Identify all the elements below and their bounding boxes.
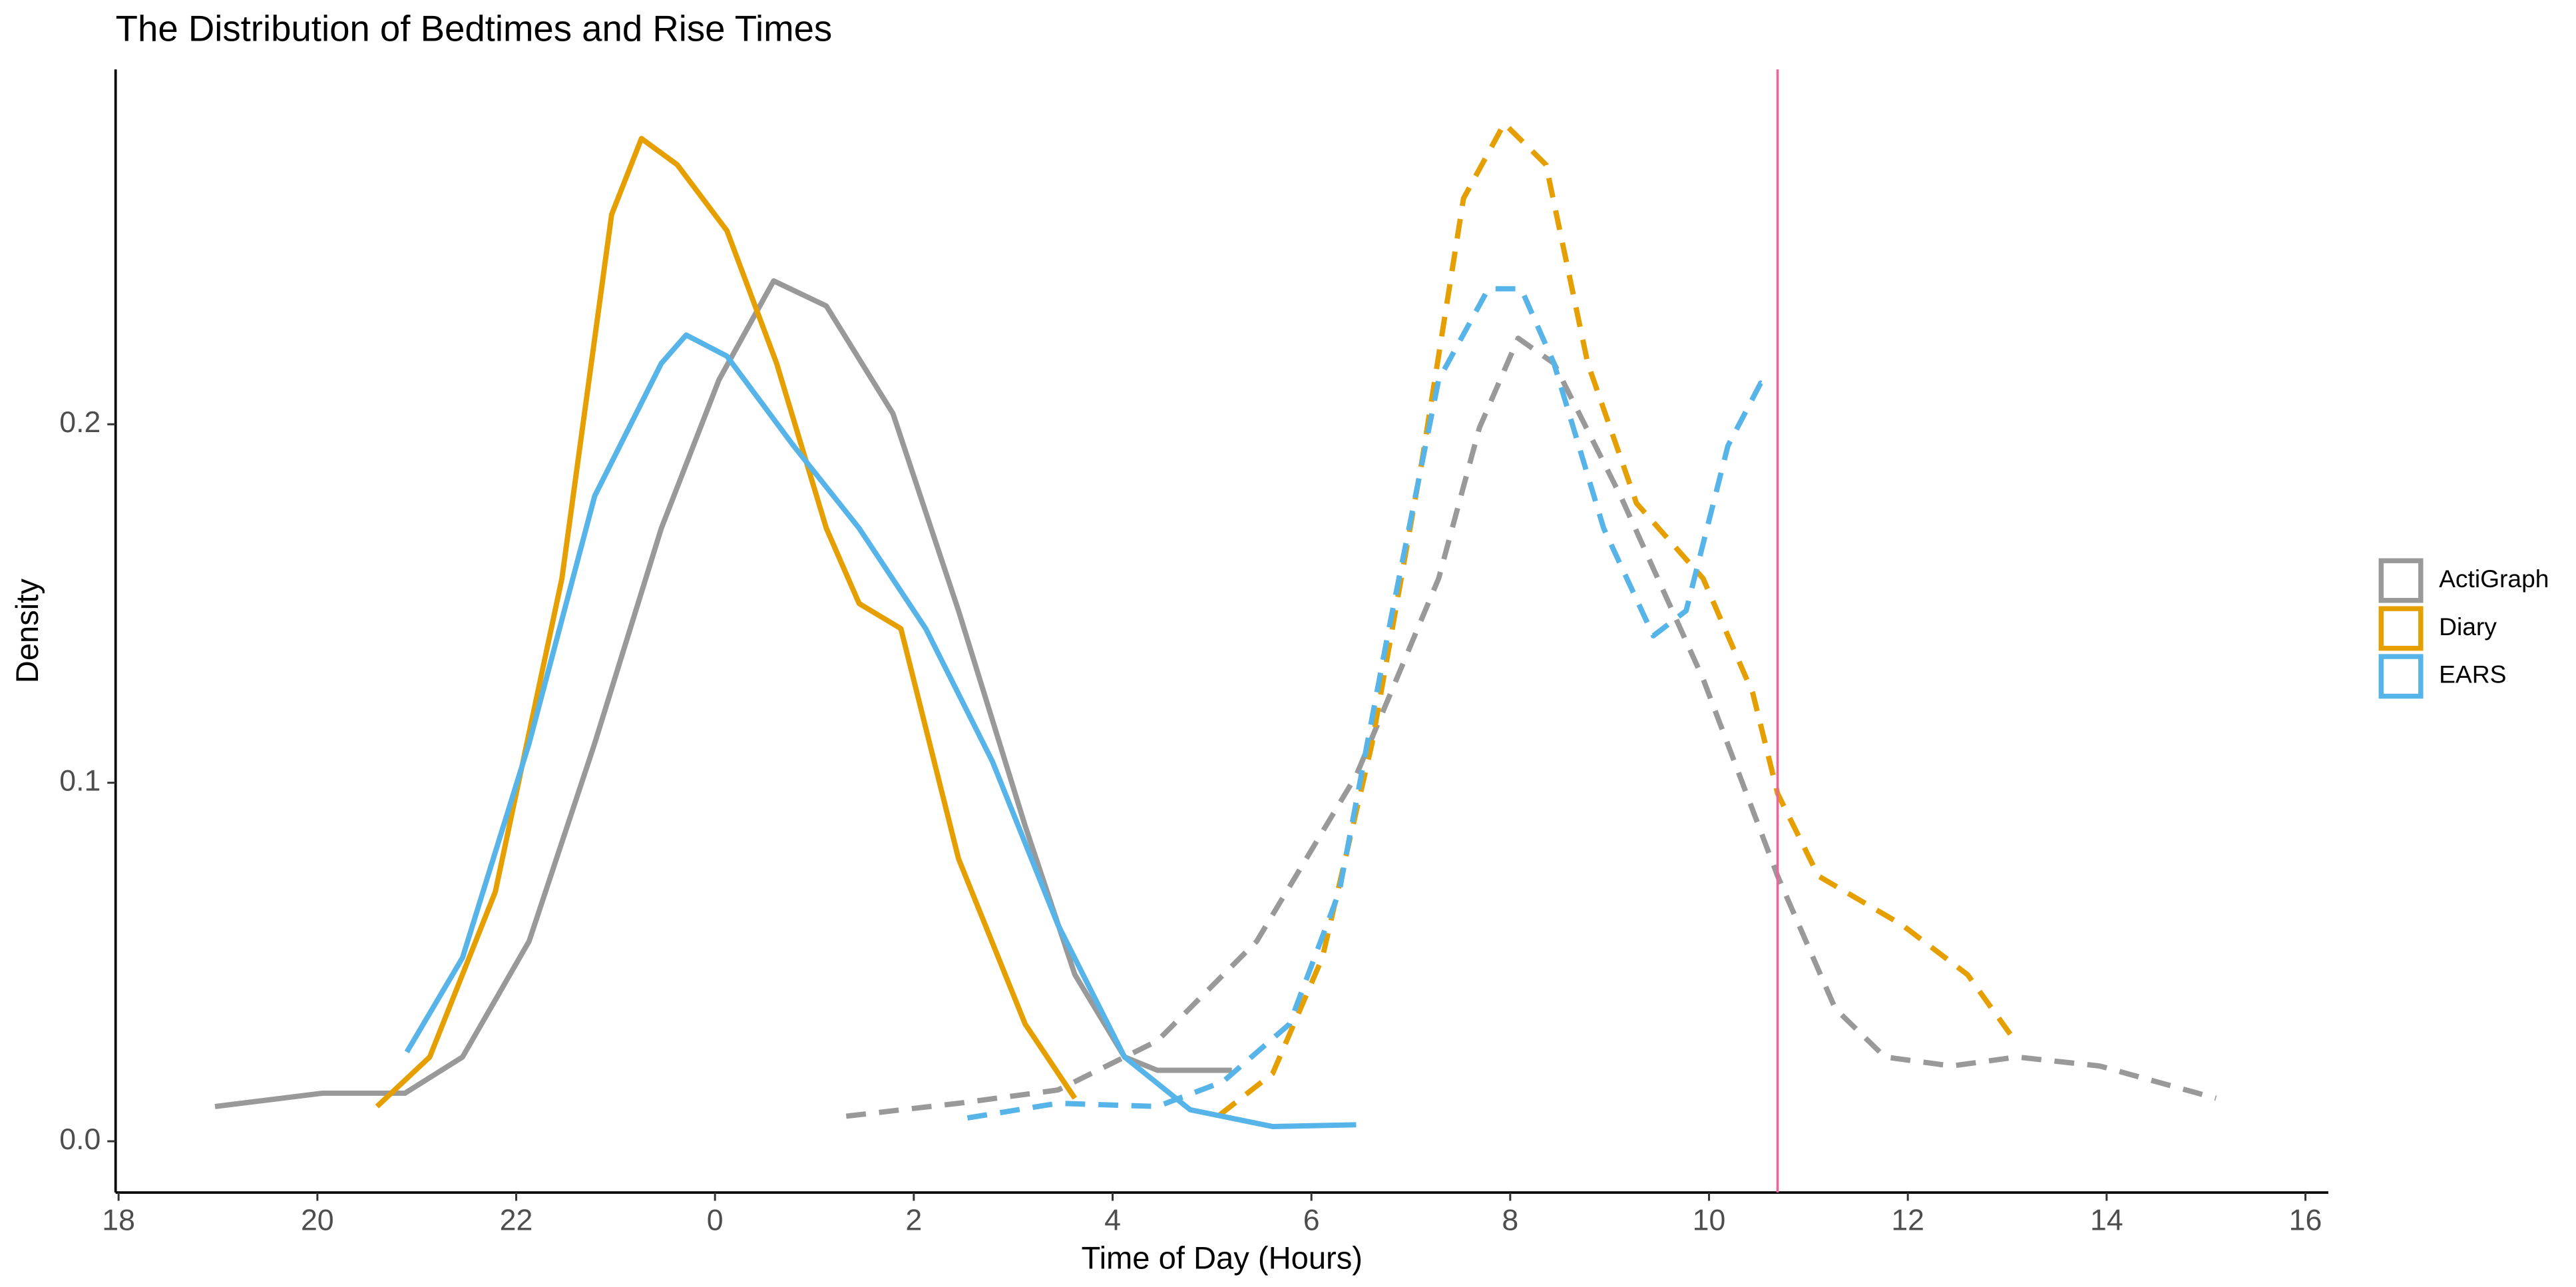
y-axis-label: Density: [9, 579, 45, 684]
y-tick-label: 0.2: [59, 406, 101, 439]
x-tick-label: 2: [905, 1204, 922, 1237]
legend-key: [2378, 606, 2424, 651]
density-curve: [966, 286, 1774, 1121]
y-tick-label: 0.0: [59, 1123, 101, 1156]
chart-title: The Distribution of Bedtimes and Rise Ti…: [116, 9, 833, 49]
x-tick-label: 14: [2090, 1204, 2123, 1237]
density-curve: [214, 278, 1232, 1109]
x-tick-label: 4: [1104, 1204, 1121, 1237]
x-tick-label: 6: [1303, 1204, 1320, 1237]
x-tick-label: 10: [1693, 1204, 1726, 1237]
x-tick-label: 12: [1891, 1204, 1924, 1237]
density-curve: [1218, 121, 2020, 1117]
legend-key: [2378, 558, 2424, 603]
x-tick-label: 0: [707, 1204, 724, 1237]
x-tick-label: 18: [102, 1204, 135, 1237]
x-tick-label: 16: [2289, 1204, 2322, 1237]
legend-label: EARS: [2439, 660, 2506, 688]
x-tick-label: 20: [301, 1204, 334, 1237]
x-tick-label: 8: [1502, 1204, 1518, 1237]
legend-key: [2378, 654, 2424, 699]
x-tick-label: 22: [500, 1204, 533, 1237]
density-curve: [375, 136, 1078, 1109]
legend-label: ActiGraph: [2439, 565, 2549, 593]
legend-label: Diary: [2439, 613, 2497, 641]
density-curve: [845, 336, 2217, 1119]
x-axis-label: Time of Day (Hours): [1082, 1240, 1363, 1275]
density-curve: [404, 332, 1357, 1129]
y-tick-label: 0.1: [59, 764, 101, 797]
